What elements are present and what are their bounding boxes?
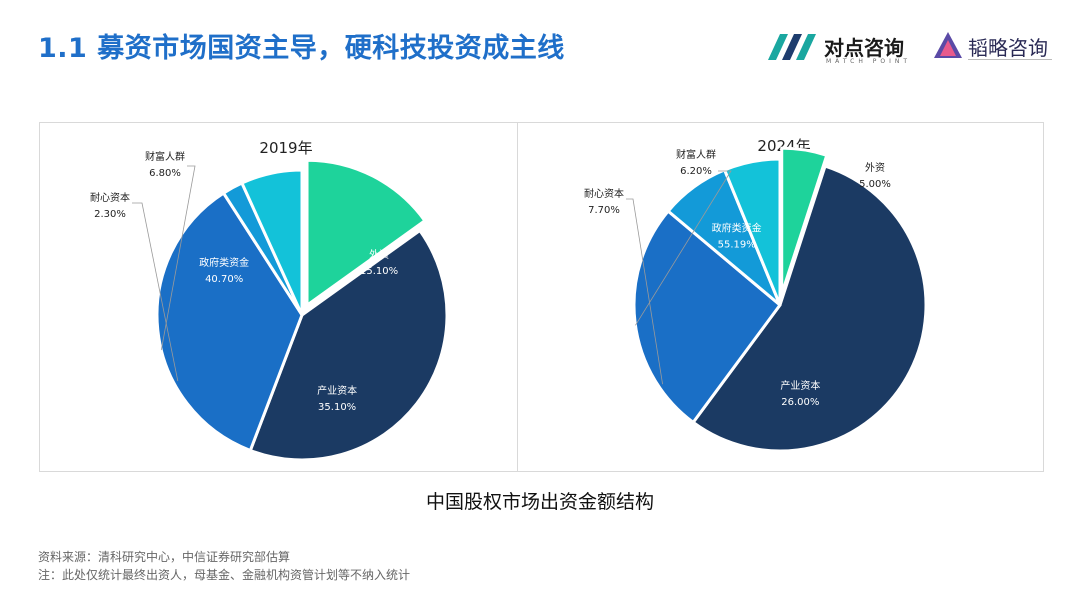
pie-slice-industrial xyxy=(632,209,782,424)
pie-label-foreign: 外资 xyxy=(865,162,885,174)
source-note: 资料来源：清科研究中心，中信证券研究部估算 xyxy=(38,550,291,564)
pie-value-foreign: 15.10% xyxy=(360,266,398,277)
pie-label-wealth: 财富人群 xyxy=(676,148,716,161)
match-point-logo: 对点咨询 MATCH POINT xyxy=(766,30,916,66)
slide-title: 1.1 募资市场国资主导，硬科技投资成主线 xyxy=(38,33,565,64)
pie-value-foreign: 5.00% xyxy=(859,179,891,190)
pie-slice-foreign xyxy=(305,158,427,307)
pie-slice-wealth xyxy=(723,157,782,307)
pie-panel-2024: 2024年 外资 5.00% 政府类资金 55.19% 产业资本 26.00% 耐心资本 7.7… xyxy=(517,122,1044,472)
pie-leader-line-patient xyxy=(132,202,179,382)
pie-slice-wealth xyxy=(240,168,304,317)
pie-value-wealth: 6.20% xyxy=(680,166,712,177)
pie-value-industrial: 26.00% xyxy=(781,397,819,408)
pie-chart-2024: 2024年外资5.00%政府类资金55.19%产业资本26.00%耐心资本7.7… xyxy=(584,137,928,453)
pie-leader-line-wealth xyxy=(160,165,196,351)
pie-value-government: 55.19% xyxy=(718,240,756,251)
pie-value-wealth: 6.80% xyxy=(149,168,181,179)
pie-label-industrial: 产业资本 xyxy=(317,384,357,397)
match-point-logo-name: 对点咨询 xyxy=(824,36,904,60)
pie-value-patient: 2.30% xyxy=(94,209,126,220)
pie-slice-foreign xyxy=(780,146,829,296)
pie-leader-line-patient xyxy=(626,198,663,385)
taolue-logo-name: 韬略咨询 xyxy=(968,36,1048,60)
pie-label-industrial: 产业资本 xyxy=(780,379,820,392)
pie-label-government: 政府类资金 xyxy=(199,256,249,269)
chart-caption: 中国股权市场出资金额结构 xyxy=(425,491,654,513)
pie-label-patient: 耐心资本 xyxy=(90,191,130,204)
footnote: 注：此处仅统计最终出资人，母基金、金融机构资管计划等不纳入统计 xyxy=(38,568,411,582)
pie-value-industrial: 35.10% xyxy=(318,402,356,413)
pie-panel-2019: 2019年外资 15.10% 政府类资金 40.70% 产业资本 35.10% 耐心资本 2.… xyxy=(39,122,518,472)
pie-label-wealth: 财富人群 xyxy=(145,150,185,163)
pie-slice-government xyxy=(691,164,928,453)
pie-label-foreign: 外资 xyxy=(369,249,389,261)
pie-value-patient: 7.70% xyxy=(588,205,620,216)
pie-slice-industrial xyxy=(155,191,304,452)
pie-label-patient: 耐心资本 xyxy=(584,187,624,200)
pie-value-government: 40.70% xyxy=(205,274,243,285)
pie-leader-line-wealth xyxy=(635,170,732,326)
pie-slice-government xyxy=(248,229,449,462)
taolue-logo-tagline xyxy=(968,59,1052,61)
taolue-logo: 韬略咨询 xyxy=(932,30,1062,66)
match-point-logo-icon xyxy=(768,34,816,60)
pie-label-government: 政府类资金 xyxy=(712,222,762,235)
taolue-logo-icon xyxy=(934,32,962,58)
pie-title: 2019年 xyxy=(259,139,312,157)
match-point-logo-tagline: MATCH POINT xyxy=(826,58,912,65)
